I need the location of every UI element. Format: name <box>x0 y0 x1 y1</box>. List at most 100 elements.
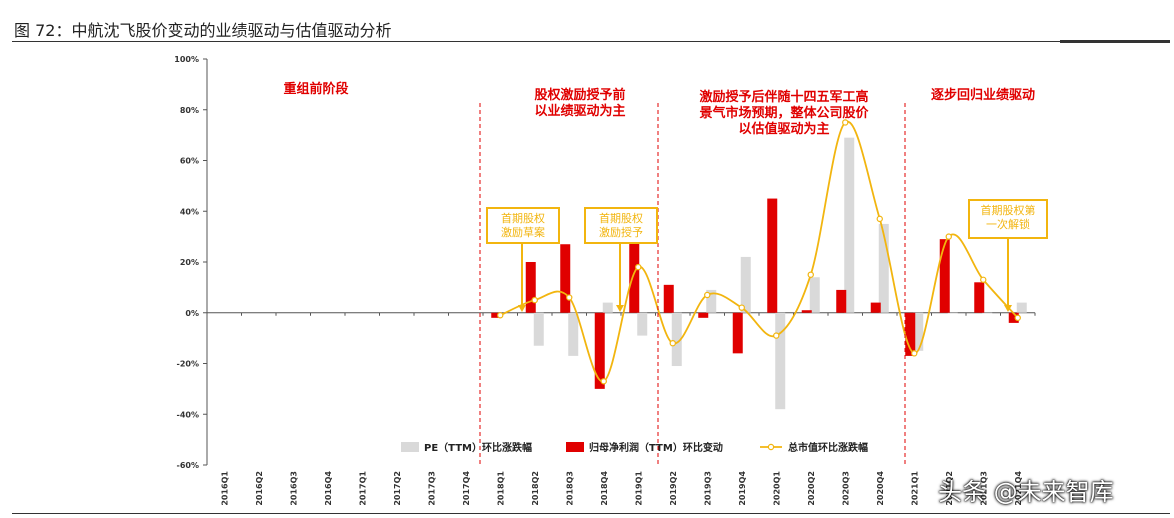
legend-label-pe: PE（TTM）环比涨跌幅 <box>424 441 532 454</box>
phase-label: 重组前阶段 <box>283 81 348 97</box>
annotation-label: 首期股权第 <box>981 203 1036 217</box>
pe-bar <box>809 277 820 313</box>
title-rule-thick <box>1060 40 1170 43</box>
market-cap-point <box>738 304 745 311</box>
market-cap-point <box>911 350 918 357</box>
y-tick-label: 80% <box>180 106 199 115</box>
annotation-label: 激励草案 <box>501 225 545 239</box>
x-tick-label: 2018Q2 <box>531 471 540 506</box>
market-cap-point <box>669 340 676 347</box>
chart-bars <box>491 137 1027 410</box>
profit-bar <box>974 282 985 313</box>
pe-bar <box>947 312 958 314</box>
profit-bar <box>836 289 847 313</box>
x-tick-label: 2020Q1 <box>772 471 781 506</box>
pe-bar <box>602 302 613 313</box>
x-tick-label: 2016Q3 <box>289 471 298 506</box>
annotation-arrowhead <box>518 305 526 312</box>
phase-label: 股权激励授予前 <box>534 87 625 103</box>
pe-bar <box>637 312 648 336</box>
pe-bar <box>982 312 993 314</box>
y-tick-label: 20% <box>180 258 199 267</box>
annotation-box <box>968 199 1048 239</box>
pe-bar <box>844 137 855 313</box>
annotation-label: 激励授予 <box>599 225 643 239</box>
x-tick-label: 2016Q4 <box>324 471 333 506</box>
market-cap-point <box>531 296 538 304</box>
x-tick-label: 2017Q1 <box>358 471 367 506</box>
annotation-arrowhead <box>1004 305 1012 312</box>
phase-label: 景气市场预期，整体公司股价 <box>699 105 869 121</box>
market-cap-point <box>566 294 573 301</box>
legend-swatch-pe <box>401 442 419 452</box>
pe-bar <box>740 256 751 313</box>
pe-bar <box>568 312 579 356</box>
market-cap-point <box>635 263 642 271</box>
watermark-text: 头条 @未来智库 <box>938 478 1114 506</box>
x-tick-label: 2021Q1 <box>910 471 919 506</box>
market-cap-point <box>945 233 952 240</box>
market-cap-point <box>876 215 883 223</box>
profit-bar <box>1008 312 1019 323</box>
profit-bar <box>870 302 881 313</box>
x-tick-label: 2021Q4 <box>1014 471 1023 506</box>
x-tick-label: 2018Q1 <box>496 471 505 506</box>
profit-bar <box>698 312 709 318</box>
pe-bar <box>1016 302 1027 313</box>
y-tick-label: -20% <box>177 360 199 369</box>
x-tick-label: 2017Q3 <box>427 471 436 506</box>
legend-label-line: 总市值环比涨跌幅 <box>788 441 868 454</box>
market-cap-point <box>807 271 814 278</box>
profit-bar <box>939 239 950 313</box>
y-tick-label: -60% <box>177 461 199 470</box>
y-tick-label: -40% <box>177 410 199 419</box>
chart-line <box>497 119 1021 385</box>
market-cap-point <box>497 312 504 319</box>
y-tick-label: 40% <box>180 207 199 216</box>
profit-bar <box>905 312 916 356</box>
annotation-label: 首期股权 <box>599 211 643 225</box>
x-tick-label: 2019Q3 <box>703 471 712 506</box>
pe-bar <box>671 312 682 367</box>
pe-bar <box>533 312 544 346</box>
x-tick-label: 2018Q3 <box>565 471 574 506</box>
y-tick-label: 100% <box>174 55 199 64</box>
x-tick-label: 2018Q4 <box>600 471 609 506</box>
profit-bar <box>525 262 536 313</box>
legend-swatch-marker <box>767 443 775 451</box>
y-tick-label: 60% <box>180 157 199 166</box>
profit-bar <box>767 198 778 313</box>
x-tick-label: 2021Q3 <box>979 471 988 506</box>
profit-bar <box>663 284 674 313</box>
x-tick-label: 2020Q3 <box>841 471 850 506</box>
x-tick-label: 2019Q2 <box>669 471 678 506</box>
profit-bar <box>629 241 640 313</box>
x-tick-label: 2016Q1 <box>220 471 229 506</box>
market-cap-point <box>704 291 711 299</box>
profit-bar <box>560 244 571 313</box>
pe-bar <box>878 223 889 313</box>
x-tick-label: 2017Q2 <box>393 471 402 506</box>
market-cap-point <box>600 378 607 385</box>
phase-label: 以业绩驱动为主 <box>534 103 625 119</box>
title-rule <box>12 41 1170 42</box>
market-cap-point <box>980 276 987 283</box>
annotation-label: 首期股权 <box>501 211 545 225</box>
pe-bar <box>706 289 717 313</box>
x-tick-label: 2021Q2 <box>945 471 954 506</box>
pe-bar <box>913 312 924 351</box>
bottom-rule <box>12 513 1170 514</box>
figure-title: 图 72：中航沈飞股价变动的业绩驱动与估值驱动分析 <box>14 21 392 40</box>
chart-axes: -60% -40% -20% 0% 20% 40% 60% 80% 100% 2016Q1 2016… <box>174 55 1036 506</box>
phase-label: 激励授予后伴随十四五军工高 <box>699 89 868 105</box>
legend-swatch-profit <box>566 442 584 452</box>
profit-bar <box>801 310 812 313</box>
market-cap-point <box>1014 314 1021 322</box>
profit-bar <box>732 312 743 354</box>
x-tick-label: 2019Q1 <box>634 471 643 506</box>
x-tick-label: 2017Q4 <box>462 471 471 506</box>
profit-bar <box>594 312 605 389</box>
x-tick-label: 2020Q2 <box>807 471 816 506</box>
